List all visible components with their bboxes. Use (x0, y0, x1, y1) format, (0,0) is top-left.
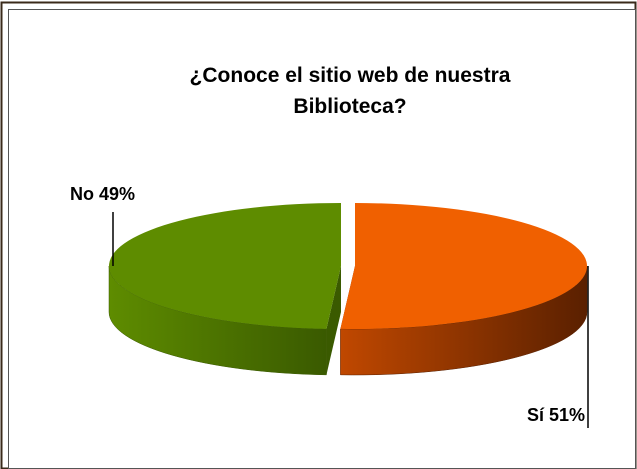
slice-cut-face (326, 266, 341, 375)
value-label: 51% (549, 405, 585, 425)
value-label: 49% (99, 184, 135, 204)
slice (340, 203, 588, 376)
chart-title: ¿Conoce el sitio web de nuestra Bibliote… (189, 64, 511, 118)
slice-top (340, 203, 587, 329)
data-label: Sí 51% (527, 405, 585, 425)
slice-top (108, 203, 341, 329)
data-label: No 49% (70, 184, 135, 204)
category-label: Sí (527, 405, 545, 425)
slice (108, 203, 341, 376)
category-label: No (70, 184, 94, 204)
slice-side (340, 265, 588, 376)
